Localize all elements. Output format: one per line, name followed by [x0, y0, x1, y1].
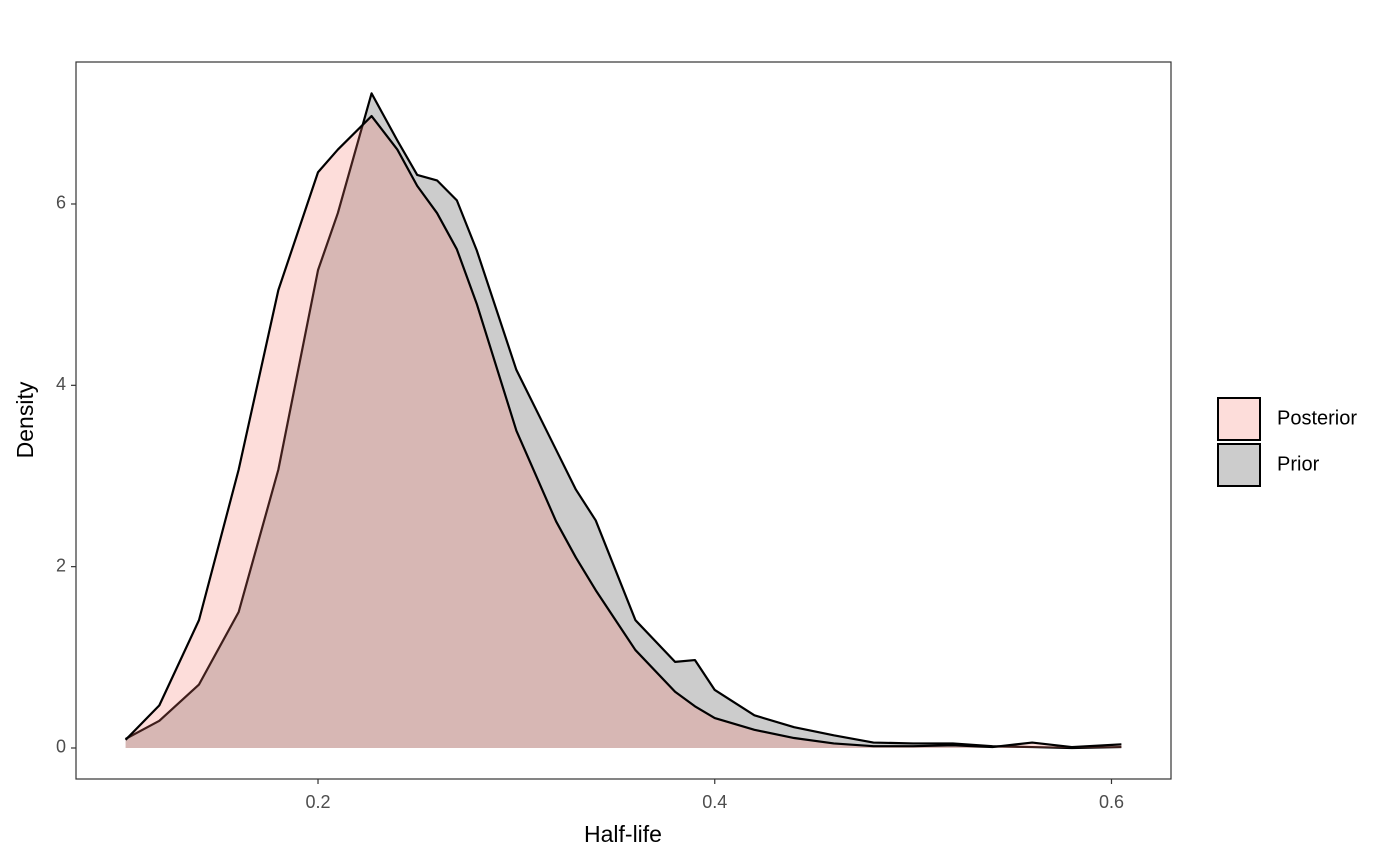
density-line [125, 92, 1122, 750]
density-line [124, 114, 1122, 749]
x-tick-label: 0.6 [1099, 792, 1124, 812]
y-tick-label: 4 [56, 374, 66, 394]
density-area [125, 116, 1122, 748]
y-tick-label: 6 [56, 193, 66, 213]
density-area [125, 93, 1122, 748]
legend-key-bg [1218, 398, 1260, 440]
y-axis-title: Density [12, 381, 38, 458]
y-tick-label: 2 [56, 555, 66, 575]
x-tick-label: 0.2 [305, 792, 330, 812]
x-axis-title: Half-life [584, 821, 662, 847]
legend-label: Prior [1277, 453, 1320, 475]
y-tick-label: 0 [56, 737, 66, 757]
legend-key-bg [1218, 444, 1260, 486]
plot-area [124, 92, 1122, 750]
x-tick-label: 0.4 [702, 792, 727, 812]
legend-label: Posterior [1277, 407, 1357, 429]
legend-key [1217, 397, 1261, 441]
panel-border [75, 61, 1172, 780]
legend-key [1217, 443, 1261, 487]
